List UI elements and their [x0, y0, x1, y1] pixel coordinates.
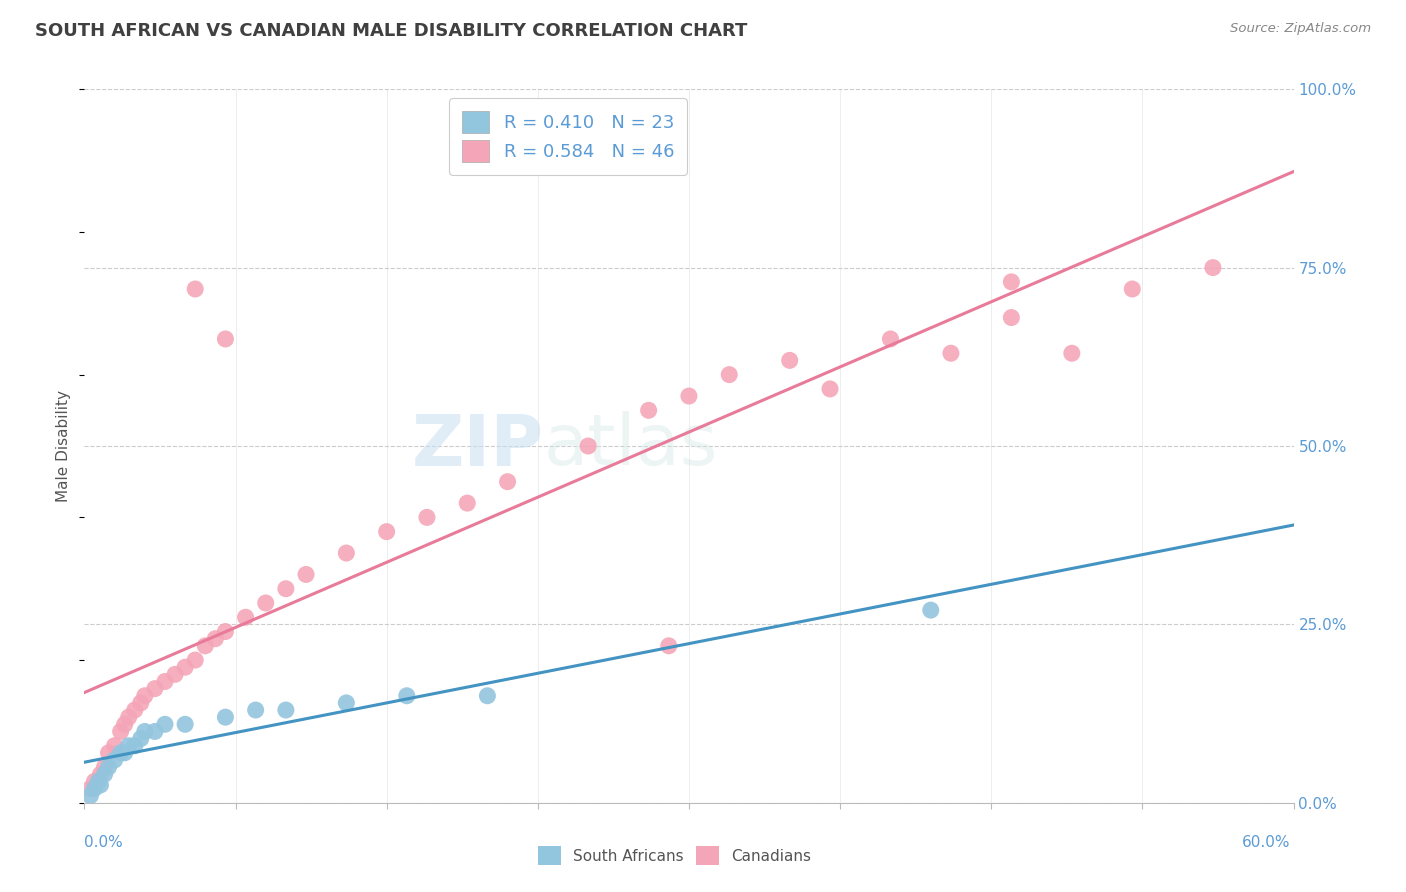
Point	[335, 696, 357, 710]
Point	[879, 332, 901, 346]
Point	[214, 710, 236, 724]
Point	[110, 724, 132, 739]
Point	[93, 760, 115, 774]
Point	[335, 546, 357, 560]
Point	[395, 689, 418, 703]
Point	[214, 332, 236, 346]
Text: Source: ZipAtlas.com: Source: ZipAtlas.com	[1230, 22, 1371, 36]
Point	[83, 774, 105, 789]
Point	[129, 731, 152, 746]
Point	[779, 353, 801, 368]
Point	[818, 382, 841, 396]
Point	[658, 639, 681, 653]
Point	[184, 653, 207, 667]
Legend: R = 0.410   N = 23, R = 0.584   N = 46: R = 0.410 N = 23, R = 0.584 N = 46	[450, 98, 686, 175]
Text: SOUTH AFRICAN VS CANADIAN MALE DISABILITY CORRELATION CHART: SOUTH AFRICAN VS CANADIAN MALE DISABILIT…	[35, 22, 748, 40]
Point	[79, 789, 101, 803]
Point	[104, 739, 127, 753]
Point	[477, 689, 499, 703]
Point	[174, 660, 197, 674]
Point	[1000, 310, 1022, 325]
Point	[416, 510, 439, 524]
Point	[97, 746, 120, 760]
Point	[718, 368, 741, 382]
Y-axis label: Male Disability: Male Disability	[56, 390, 72, 502]
Point	[637, 403, 659, 417]
Point	[295, 567, 318, 582]
Point	[89, 767, 111, 781]
Point	[194, 639, 217, 653]
Point	[83, 781, 105, 796]
Point	[153, 717, 176, 731]
Point	[110, 746, 132, 760]
Point	[93, 767, 115, 781]
Point	[124, 703, 146, 717]
Text: atlas: atlas	[544, 411, 718, 481]
Text: ZIP: ZIP	[412, 411, 544, 481]
Point	[153, 674, 176, 689]
Point	[235, 610, 257, 624]
Point	[1121, 282, 1143, 296]
Point	[87, 774, 110, 789]
Point	[89, 778, 111, 792]
Point	[97, 760, 120, 774]
Point	[375, 524, 398, 539]
Point	[129, 696, 152, 710]
Point	[204, 632, 226, 646]
Point	[174, 717, 197, 731]
Point	[143, 724, 166, 739]
Point	[114, 746, 136, 760]
Point	[274, 582, 297, 596]
Point	[134, 724, 156, 739]
Point	[456, 496, 478, 510]
Legend: South Africans, Canadians: South Africans, Canadians	[533, 840, 817, 871]
Point	[104, 753, 127, 767]
Point	[939, 346, 962, 360]
Point	[598, 153, 620, 168]
Text: 0.0%: 0.0%	[84, 836, 124, 850]
Point	[274, 703, 297, 717]
Point	[124, 739, 146, 753]
Point	[79, 781, 101, 796]
Point	[143, 681, 166, 696]
Point	[254, 596, 277, 610]
Point	[184, 282, 207, 296]
Point	[1000, 275, 1022, 289]
Point	[165, 667, 187, 681]
Point	[245, 703, 267, 717]
Point	[118, 739, 141, 753]
Point	[496, 475, 519, 489]
Point	[576, 439, 599, 453]
Text: 60.0%: 60.0%	[1243, 836, 1291, 850]
Point	[118, 710, 141, 724]
Point	[134, 689, 156, 703]
Point	[214, 624, 236, 639]
Point	[920, 603, 942, 617]
Point	[114, 717, 136, 731]
Point	[1202, 260, 1225, 275]
Point	[1060, 346, 1083, 360]
Point	[678, 389, 700, 403]
